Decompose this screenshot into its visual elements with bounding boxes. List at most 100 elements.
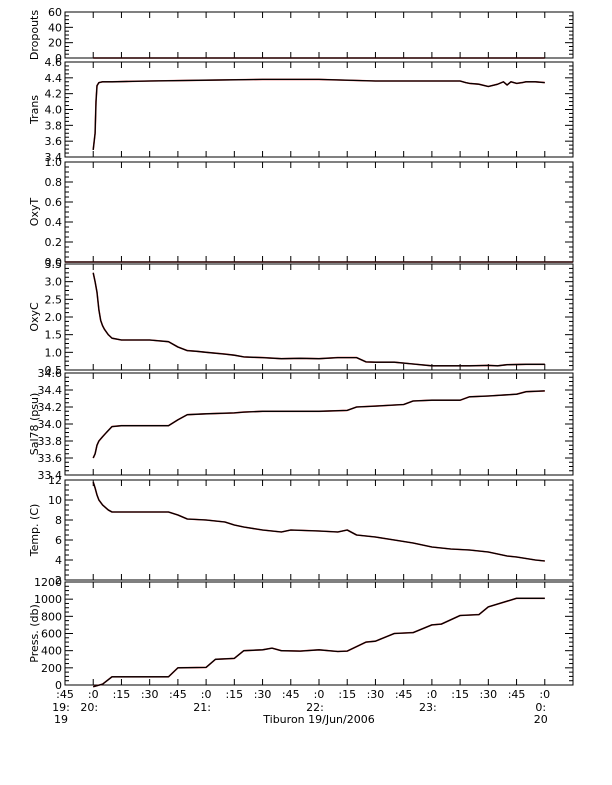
panels: 6040200Dropouts4.64.44.24.03.83.63.4Tran…	[28, 6, 574, 692]
x-tick-label: :0	[314, 688, 325, 701]
y-tick-label: 1.5	[45, 329, 63, 342]
y-tick-label: 200	[41, 662, 62, 675]
x-tick-hour-label: 22:	[306, 701, 324, 714]
y-tick-label: 33.4	[38, 469, 63, 482]
y-tick-label: 0.4	[45, 216, 63, 229]
x-tick-label: :45	[169, 688, 187, 701]
y-tick-label: 0.0	[45, 256, 63, 269]
x-tick-label: :30	[254, 688, 272, 701]
y-tick-label: 1000	[34, 593, 62, 606]
y-tick-label: 6	[55, 534, 62, 547]
y-tick-label: 60	[48, 6, 62, 19]
y-axis-label: OxyT	[28, 198, 41, 227]
x-axis: :4519:19:020::15:30:45:021::15:30:45:022…	[52, 688, 550, 726]
x-tick-hour-label: 20:	[80, 701, 98, 714]
x-tick-day-label: 19	[54, 713, 68, 726]
series-noise-0	[92, 597, 545, 688]
y-tick-label: 34.0	[38, 418, 63, 431]
y-tick-label: 34.2	[38, 401, 63, 414]
y-tick-label: 4.6	[45, 56, 63, 69]
x-tick-label: :45	[395, 688, 413, 701]
y-tick-label: 34.6	[38, 367, 63, 380]
y-tick-label: 4.4	[45, 72, 63, 85]
y-axis-label: Temp. (C)	[28, 504, 41, 558]
x-tick-label: :30	[141, 688, 159, 701]
y-tick-label: 4.0	[45, 104, 63, 117]
y-tick-label: 4.2	[45, 88, 63, 101]
x-tick-label: :45	[508, 688, 526, 701]
y-tick-label: 0	[55, 52, 62, 65]
x-tick-label: :0	[539, 688, 550, 701]
x-tick-label: :15	[338, 688, 356, 701]
y-tick-label: 0	[55, 679, 62, 692]
y-tick-label: 3.0	[45, 276, 63, 289]
panel-frame	[64, 581, 574, 686]
x-tick-label: :15	[113, 688, 131, 701]
y-tick-label: 400	[41, 645, 62, 658]
panel-1: 4.6 4.4 4.2 4.0 3.8 3.6 3.4 Trans	[28, 56, 574, 164]
x-tick-hour-label: 23:	[419, 701, 437, 714]
y-tick-label: 0.6	[45, 196, 63, 209]
y-tick-label: 3.5	[45, 258, 63, 271]
panel-frame	[64, 372, 574, 476]
panel-5: 12 10 8 6 4 2 Temp. (C)	[28, 474, 574, 587]
y-axis-label: Dropouts	[28, 10, 41, 60]
x-tick-hour-label: 21:	[193, 701, 211, 714]
panel-frame	[64, 479, 574, 581]
x-tick-label: :0	[427, 688, 438, 701]
y-tick-label: 33.6	[38, 452, 63, 465]
series-line-0	[92, 272, 545, 367]
y-axis-label: Press. (db)	[28, 604, 41, 663]
y-tick-label: 8	[55, 514, 62, 527]
panel-4: 34.6 34.4 34.2 34.0 33.8 33.6 33.4 Sal78 (psu)	[28, 367, 574, 482]
panel-0: 60 40 20 0 Dropouts	[28, 6, 574, 65]
y-tick-label: 1200	[34, 576, 62, 589]
y-tick-label: 3.8	[45, 119, 63, 132]
x-tick-label: :15	[225, 688, 243, 701]
series-noise-0	[92, 390, 545, 459]
y-tick-label: 34.4	[38, 384, 63, 397]
series-line-0	[92, 78, 545, 150]
x-tick-label: :30	[479, 688, 497, 701]
y-tick-label: 0.5	[45, 364, 63, 377]
y-tick-label: 2.0	[45, 311, 63, 324]
y-tick-label: 1.0	[45, 346, 63, 359]
y-tick-label: 4	[55, 554, 62, 567]
y-tick-label: 3.4	[45, 151, 63, 164]
series-line-0	[92, 481, 545, 562]
x-tick-label: :45	[282, 688, 300, 701]
y-tick-label: 800	[41, 610, 62, 623]
panel-6: 1200 1000 800 600 400 200 0 Press. (db)	[28, 576, 574, 692]
y-axis-label: OxyC	[28, 302, 41, 332]
panel-frame	[64, 11, 574, 59]
series-line-0	[93, 597, 545, 688]
y-axis-label: Trans	[28, 95, 41, 125]
y-tick-label: 33.8	[38, 435, 63, 448]
panel-2: 1.0 0.8 0.6 0.4 0.2 0.0 OxyT	[28, 156, 574, 269]
y-tick-label: 2.5	[45, 293, 63, 306]
y-tick-label: 2	[55, 574, 62, 587]
panel-frame	[64, 61, 574, 158]
y-tick-label: 0.2	[45, 236, 63, 249]
y-tick-label: 20	[48, 37, 62, 50]
y-tick-label: 1.0	[45, 156, 63, 169]
panel-frame	[64, 263, 574, 371]
series-noise-0	[92, 481, 545, 562]
x-tick-hour-label: 19:	[52, 701, 70, 714]
y-tick-label: 600	[41, 628, 62, 641]
y-tick-label: 10	[48, 494, 62, 507]
x-tick-day-label: 20	[534, 713, 548, 726]
series-line-0	[92, 390, 545, 459]
x-tick-label: :0	[201, 688, 212, 701]
x-tick-label: :30	[367, 688, 385, 701]
x-tick-label: :45	[56, 688, 74, 701]
x-tick-label: :0	[88, 688, 99, 701]
y-tick-label: 0.8	[45, 176, 63, 189]
y-tick-label: 3.6	[45, 135, 63, 148]
panel-3: 3.5 3.0 2.5 2.0 1.5 1.0 0.5 OxyC	[28, 258, 574, 377]
figure-caption: Tiburon 19/Jun/2006	[262, 713, 374, 726]
x-tick-hour-label: 0:	[535, 701, 546, 714]
y-axis-label: Sal78 (psu)	[28, 393, 41, 456]
y-tick-label: 12	[48, 474, 62, 487]
